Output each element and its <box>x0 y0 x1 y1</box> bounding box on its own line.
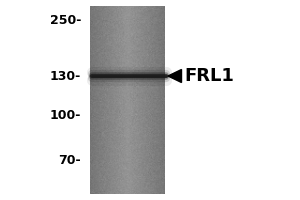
Text: 70-: 70- <box>58 154 81 166</box>
Text: 130-: 130- <box>50 70 81 82</box>
Polygon shape <box>168 70 182 82</box>
Text: 250-: 250- <box>50 14 81 26</box>
Text: FRL1: FRL1 <box>184 67 234 85</box>
Text: 100-: 100- <box>50 109 81 122</box>
